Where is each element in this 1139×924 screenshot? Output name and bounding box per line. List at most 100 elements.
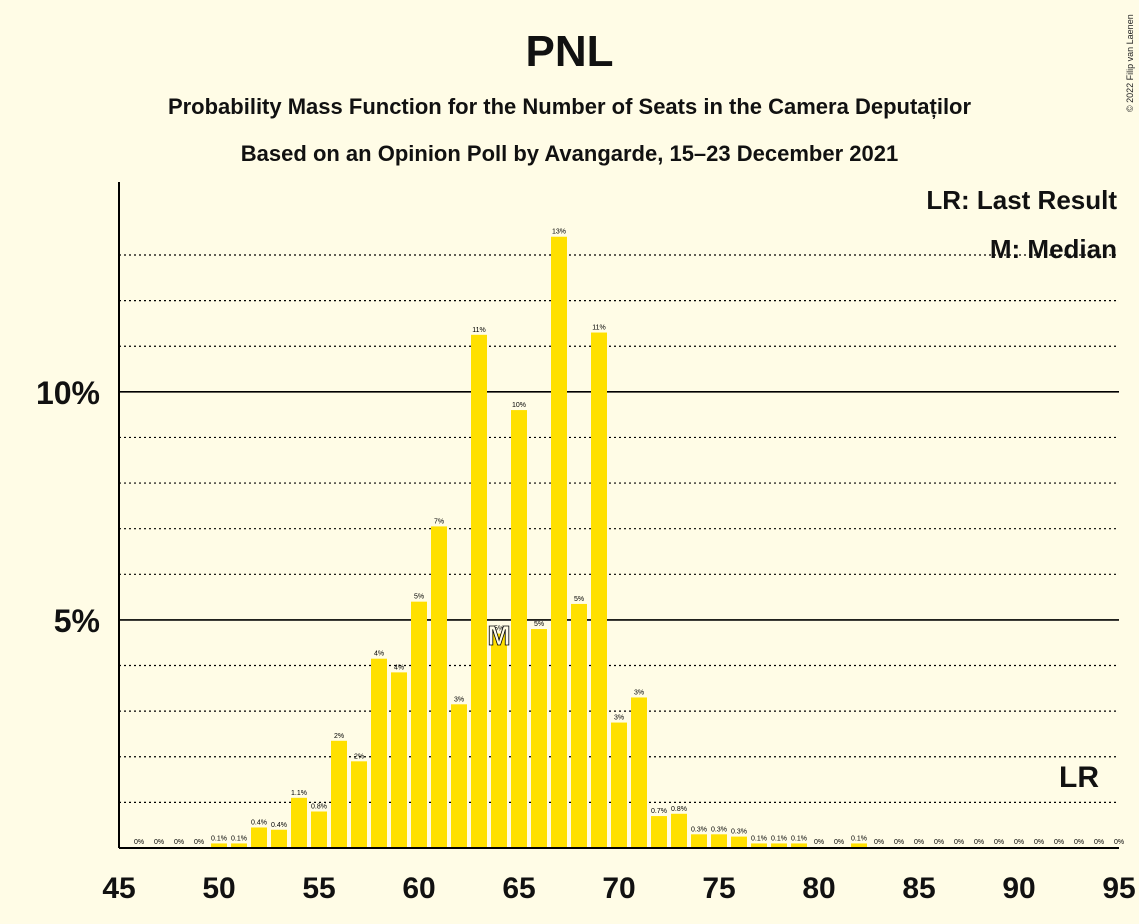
x-tick-label: 75 bbox=[702, 872, 735, 905]
chart-subtitle-1: Probability Mass Function for the Number… bbox=[168, 94, 972, 119]
bar-label-seat-88: 0% bbox=[974, 839, 984, 846]
bar-label-seat-65: 10% bbox=[512, 402, 526, 409]
last-result-marker: LR bbox=[1059, 761, 1099, 794]
bar-seat-64 bbox=[491, 633, 507, 848]
bar-label-seat-94: 0% bbox=[1094, 839, 1104, 846]
bar-seat-72 bbox=[651, 816, 667, 848]
bar-seat-52 bbox=[251, 827, 267, 848]
bar-label-seat-80: 0% bbox=[814, 839, 824, 846]
bar-label-seat-79: 0.1% bbox=[791, 835, 807, 842]
x-tick-label: 80 bbox=[802, 872, 835, 905]
bar-seat-67 bbox=[551, 236, 567, 848]
bar-label-seat-90: 0% bbox=[1014, 839, 1024, 846]
bar-label-seat-78: 0.1% bbox=[771, 835, 787, 842]
bar-label-seat-73: 0.8% bbox=[671, 806, 687, 813]
bar-label-seat-54: 1.1% bbox=[291, 790, 307, 797]
bar-label-seat-77: 0.1% bbox=[751, 835, 767, 842]
legend-last-result: LR: Last Result bbox=[926, 185, 1117, 215]
bar-label-seat-61: 7% bbox=[434, 518, 444, 525]
bar-label-seat-92: 0% bbox=[1054, 839, 1064, 846]
x-tick-label: 60 bbox=[402, 872, 435, 905]
bar-seat-82 bbox=[851, 843, 867, 848]
bar-seat-62 bbox=[451, 704, 467, 848]
bar-seat-75 bbox=[711, 834, 727, 848]
bar-seat-73 bbox=[671, 813, 687, 848]
x-tick-label: 50 bbox=[202, 872, 235, 905]
bar-label-seat-71: 3% bbox=[634, 689, 644, 696]
bar-label-seat-47: 0% bbox=[154, 839, 164, 846]
bar-label-seat-82: 0.1% bbox=[851, 835, 867, 842]
bar-label-seat-59: 4% bbox=[394, 664, 404, 671]
bar-seat-77 bbox=[751, 843, 767, 848]
bar-label-seat-83: 0% bbox=[874, 839, 884, 846]
bar-label-seat-95: 0% bbox=[1114, 839, 1124, 846]
y-tick-label: 10% bbox=[36, 375, 100, 411]
bar-label-seat-85: 0% bbox=[914, 839, 924, 846]
bar-label-seat-64: 5% bbox=[494, 626, 504, 633]
bar-seat-65 bbox=[511, 410, 527, 848]
bar-seat-71 bbox=[631, 697, 647, 848]
bar-label-seat-87: 0% bbox=[954, 839, 964, 846]
bar-seat-54 bbox=[291, 797, 307, 848]
bar-seat-70 bbox=[611, 722, 627, 848]
bar-label-seat-51: 0.1% bbox=[231, 835, 247, 842]
x-tick-label: 55 bbox=[302, 872, 335, 905]
x-tick-label: 70 bbox=[602, 872, 635, 905]
x-tick-label: 65 bbox=[502, 872, 535, 905]
bar-label-seat-66: 5% bbox=[534, 621, 544, 628]
bar-seat-69 bbox=[591, 332, 607, 848]
copyright-note: © 2022 Filip van Laenen bbox=[1125, 14, 1135, 112]
bar-seat-78 bbox=[771, 843, 787, 848]
bar-label-seat-91: 0% bbox=[1034, 839, 1044, 846]
bar-seat-61 bbox=[431, 526, 447, 848]
bar-label-seat-81: 0% bbox=[834, 839, 844, 846]
bar-seat-58 bbox=[371, 658, 387, 848]
bar-label-seat-60: 5% bbox=[414, 594, 424, 601]
bar-label-seat-93: 0% bbox=[1074, 839, 1084, 846]
bar-label-seat-86: 0% bbox=[934, 839, 944, 846]
chart-subtitle-2: Based on an Opinion Poll by Avangarde, 1… bbox=[241, 141, 898, 166]
axis-ticks: 45 50 55 60 65 70 75 80 85 90 95 5% 10% bbox=[36, 375, 1136, 905]
bar-label-seat-53: 0.4% bbox=[271, 822, 287, 829]
bar-label-seat-76: 0.3% bbox=[731, 829, 747, 836]
bar-label-seat-55: 0.8% bbox=[311, 804, 327, 811]
bar-seat-53 bbox=[271, 829, 287, 848]
bar-label-seat-69: 11% bbox=[592, 325, 606, 332]
chart-title: PNL bbox=[526, 27, 614, 76]
bar-seat-51 bbox=[231, 843, 247, 848]
median-marker: M bbox=[487, 620, 510, 651]
bar-label-seat-84: 0% bbox=[894, 839, 904, 846]
bar-seat-59 bbox=[391, 672, 407, 848]
bar-seat-63 bbox=[471, 334, 487, 848]
bar-label-seat-63: 11% bbox=[472, 327, 486, 334]
bar-label-seat-52: 0.4% bbox=[251, 819, 267, 826]
bar-label-seat-68: 5% bbox=[574, 596, 584, 603]
bar-label-seat-67: 13% bbox=[552, 229, 566, 236]
bar-seat-57 bbox=[351, 761, 367, 848]
bar-label-seat-62: 3% bbox=[454, 696, 464, 703]
bar-label-seat-75: 0.3% bbox=[711, 826, 727, 833]
bar-labels: 0% 0% 0% 0% 0.1% 0.1% 0.4% 0.4% 1.1% 0.8% 2% 2% 4% 4%… bbox=[134, 229, 1124, 846]
bar-seat-66 bbox=[531, 629, 547, 848]
bar-label-seat-50: 0.1% bbox=[211, 835, 227, 842]
bar-label-seat-70: 3% bbox=[614, 715, 624, 722]
x-tick-label: 90 bbox=[1002, 872, 1035, 905]
bar-seat-55 bbox=[311, 811, 327, 848]
x-tick-label: 85 bbox=[902, 872, 935, 905]
x-tick-label: 45 bbox=[102, 872, 135, 905]
bars bbox=[211, 236, 867, 848]
bar-seat-56 bbox=[331, 740, 347, 848]
bar-label-seat-48: 0% bbox=[174, 839, 184, 846]
x-tick-label: 95 bbox=[1102, 872, 1135, 905]
bar-label-seat-58: 4% bbox=[374, 651, 384, 658]
bar-label-seat-72: 0.7% bbox=[651, 808, 667, 815]
bar-label-seat-56: 2% bbox=[334, 733, 344, 740]
legend-median: M: Median bbox=[990, 234, 1117, 264]
bar-seat-68 bbox=[571, 603, 587, 848]
bar-label-seat-49: 0% bbox=[194, 839, 204, 846]
bar-seat-74 bbox=[691, 834, 707, 848]
bar-seat-79 bbox=[791, 843, 807, 848]
bar-seat-76 bbox=[731, 836, 747, 848]
bar-label-seat-57: 2% bbox=[354, 753, 364, 760]
